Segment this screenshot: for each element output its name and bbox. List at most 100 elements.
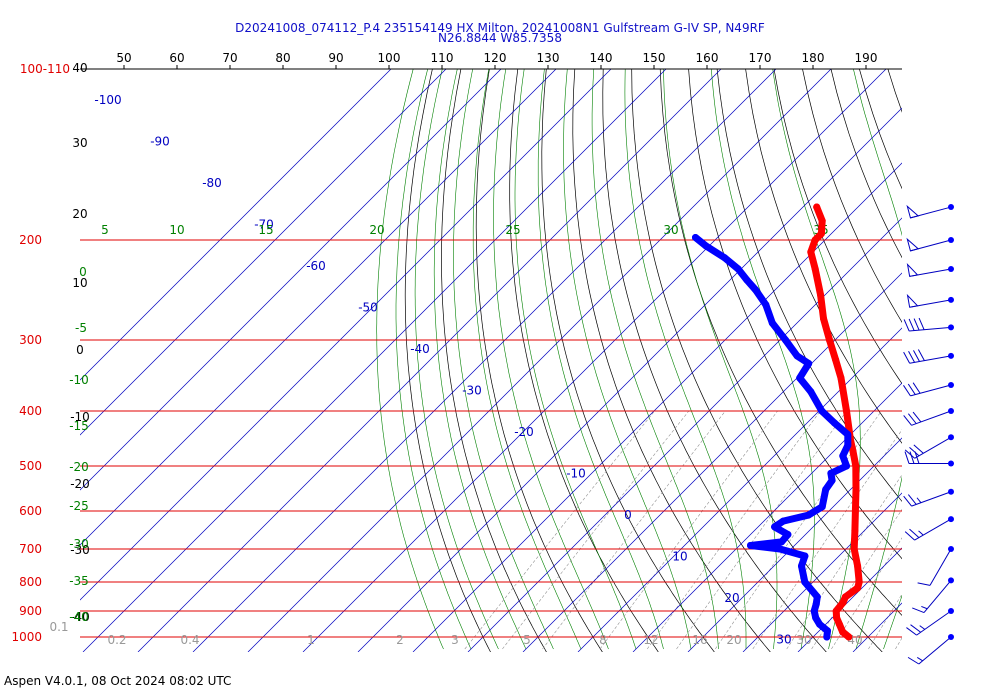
wind-barb-feather bbox=[904, 449, 915, 459]
wind-barb-feather bbox=[907, 413, 917, 424]
isotherm-label: -40 bbox=[410, 342, 430, 356]
mixing-ratio-line bbox=[676, 410, 847, 650]
top-axis-tick-label: 130 bbox=[537, 51, 560, 65]
wind-barb-feather bbox=[907, 494, 917, 505]
series-point-temperature bbox=[854, 562, 862, 570]
mixing-ratio-line bbox=[831, 537, 902, 650]
series-point-temperature bbox=[811, 236, 819, 244]
moist-adiabat-label: -20 bbox=[69, 460, 89, 474]
dry-adiabat-label: -30 bbox=[70, 543, 90, 557]
series-point-temperature bbox=[811, 265, 819, 273]
wind-barb-station-dot bbox=[948, 204, 954, 211]
pressure-label: 1000 bbox=[11, 630, 42, 644]
series-point-temperature bbox=[839, 628, 847, 636]
series-line-dewpoint bbox=[692, 234, 852, 641]
pressure-label: 300 bbox=[19, 333, 42, 347]
isotherm-line bbox=[742, 492, 902, 652]
mixing-ratio-label: 1 bbox=[307, 633, 315, 647]
wind-barb-feather bbox=[917, 349, 925, 361]
series-point-dewpoint bbox=[807, 388, 815, 396]
mixing-ratio-line bbox=[811, 508, 902, 650]
series-point-dewpoint bbox=[721, 254, 729, 262]
dry-adiabat-line bbox=[745, 69, 902, 444]
moist-adiabat-line bbox=[624, 69, 747, 649]
moist-adiabat-line bbox=[472, 69, 582, 650]
wind-barb-feather bbox=[912, 607, 925, 614]
wind-barb-station-dot bbox=[948, 381, 954, 388]
isotherm-label: -100 bbox=[94, 93, 121, 107]
wind-barb-feather bbox=[908, 350, 916, 363]
top-axis-tick-label: 150 bbox=[643, 51, 666, 65]
wind-barb-feather bbox=[903, 319, 910, 332]
wind-barb-feather bbox=[909, 528, 920, 538]
series-point-temperature bbox=[835, 620, 843, 628]
isotherm-label: -50 bbox=[358, 301, 378, 315]
dry-adiabat-line bbox=[475, 69, 603, 652]
dry-adiabat-label: -20 bbox=[70, 477, 90, 491]
axis-labels: -100-90-80-70-60-50-40-30-20-10010203040… bbox=[49, 61, 862, 647]
moist-adiabat-label: 25 bbox=[505, 223, 520, 237]
wind-barb-feather bbox=[909, 447, 920, 457]
top-axis-tick-label: 110 bbox=[431, 51, 454, 65]
footer-text: Aspen V4.0.1, 08 Oct 2024 08:02 UTC bbox=[4, 674, 232, 688]
wind-barb-half-feather bbox=[919, 625, 926, 630]
wind-barb-station-dot bbox=[948, 434, 954, 441]
wind-barb-feather bbox=[912, 382, 921, 394]
wind-barb-feather bbox=[917, 582, 931, 586]
series-point-dewpoint bbox=[822, 486, 830, 493]
wind-barb bbox=[903, 407, 954, 426]
wind-barb bbox=[904, 451, 954, 467]
wind-barb-feather bbox=[904, 531, 915, 541]
series-point-temperature bbox=[851, 507, 859, 515]
wind-barb-feather bbox=[910, 624, 921, 633]
series-point-dewpoint bbox=[812, 600, 820, 608]
wind-barb-station-dot bbox=[948, 266, 954, 273]
series-point-dewpoint bbox=[768, 319, 776, 327]
series-point-dewpoint bbox=[702, 242, 710, 250]
dry-adiabat-line bbox=[981, 14, 1000, 656]
chart-title-line2: N26.8844 W85.7358 bbox=[438, 31, 562, 45]
isotherm-label: 20 bbox=[724, 591, 739, 605]
moist-adiabat-label: -15 bbox=[69, 419, 89, 433]
isotherm-line bbox=[412, 162, 902, 652]
wind-barb bbox=[906, 293, 954, 308]
series-point-temperature bbox=[817, 230, 825, 238]
series-point-temperature bbox=[833, 614, 841, 622]
isotherm-line bbox=[302, 69, 887, 652]
wind-barb bbox=[907, 634, 954, 665]
series-point-dewpoint bbox=[779, 517, 787, 525]
dry-adiabat-line bbox=[954, 14, 1000, 656]
moist-adiabat-line bbox=[563, 69, 692, 650]
dry-adiabat-line bbox=[773, 69, 902, 385]
mixing-ratio-label: 30 bbox=[796, 633, 811, 647]
isotherm-label: -70 bbox=[254, 218, 274, 232]
wind-barb-half-feather bbox=[918, 530, 924, 536]
isotherm-line bbox=[577, 327, 902, 652]
wind-barb-half-feather bbox=[917, 657, 923, 662]
wind-barb-feather bbox=[904, 451, 910, 464]
series-point-dewpoint bbox=[818, 503, 826, 511]
series-point-dewpoint bbox=[843, 462, 850, 470]
wind-barb-staff bbox=[929, 548, 952, 586]
wind-barb-feather bbox=[914, 451, 920, 464]
moist-adiabat-line bbox=[493, 69, 609, 650]
mixing-ratio-label: 12 bbox=[643, 633, 658, 647]
series-point-dewpoint bbox=[804, 511, 812, 519]
isotherm-label: -20 bbox=[514, 425, 534, 439]
isotherm-line bbox=[80, 69, 612, 601]
moist-adiabat-label: -35 bbox=[69, 574, 89, 588]
series-point-temperature bbox=[851, 527, 859, 535]
isotherm-label: -60 bbox=[306, 259, 326, 273]
wind-barb bbox=[906, 236, 954, 252]
series-point-temperature bbox=[852, 486, 860, 493]
isotherm-label: 10 bbox=[672, 550, 687, 564]
moist-adiabat-line bbox=[537, 69, 664, 650]
series-point-temperature bbox=[841, 593, 849, 601]
wind-barb-station-dot bbox=[948, 634, 954, 640]
wind-barb bbox=[903, 488, 954, 507]
wind-barb-pennant bbox=[906, 293, 919, 308]
pressure-label: 600 bbox=[19, 504, 42, 518]
wind-barb-station-dot bbox=[948, 546, 954, 553]
moist-adiabat-line bbox=[376, 69, 444, 650]
